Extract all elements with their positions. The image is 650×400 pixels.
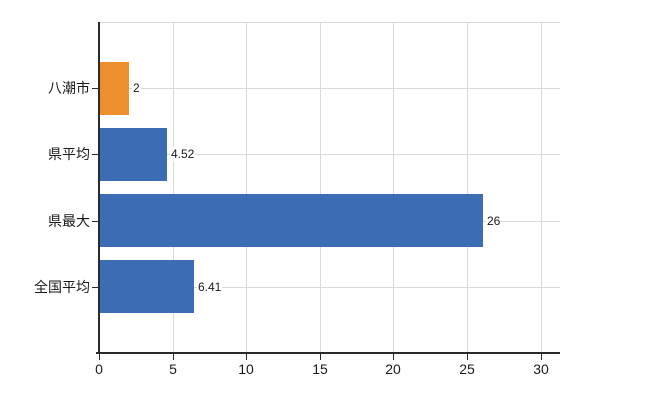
x-axis-tick-mark [393, 354, 394, 360]
plot-area: 2 4.52 26 6.41 [98, 22, 560, 353]
bar [100, 128, 167, 181]
bar-value-label: 2 [132, 81, 141, 95]
x-axis-tick-label: 15 [312, 361, 328, 377]
gridline-horizontal [99, 154, 560, 155]
bar-value-label: 4.52 [170, 147, 196, 161]
bar [100, 260, 194, 313]
bar [100, 62, 129, 115]
x-axis-tick-mark [246, 354, 247, 360]
gridline-vertical [246, 22, 247, 353]
x-axis-tick-label: 10 [238, 361, 254, 377]
category-tick-mark [92, 154, 99, 155]
category-tick-mark [92, 88, 99, 89]
x-axis-tick-label: 30 [533, 361, 549, 377]
category-label: 県最大 [48, 213, 90, 229]
gridline-vertical [320, 22, 321, 353]
y-axis-line [98, 22, 100, 353]
category-label: 八潮市 [48, 80, 90, 96]
x-axis-tick-mark [99, 354, 100, 360]
gridline-vertical [393, 22, 394, 353]
x-axis-tick-mark [541, 354, 542, 360]
x-axis-tick-mark [320, 354, 321, 360]
gridline-vertical [173, 22, 174, 353]
gridline-horizontal [99, 287, 560, 288]
category-tick-mark [92, 221, 99, 222]
bar-value-label: 6.41 [197, 280, 223, 294]
bar [100, 194, 483, 247]
x-axis-line [96, 352, 560, 354]
x-axis-tick-label: 0 [95, 361, 103, 377]
gridline-horizontal [99, 88, 560, 89]
plot-top-border [99, 22, 560, 23]
gridline-vertical [541, 22, 542, 353]
x-axis-tick-label: 25 [459, 361, 475, 377]
x-axis-tick-mark [467, 354, 468, 360]
x-axis-tick-label: 5 [169, 361, 177, 377]
x-axis-tick-mark [173, 354, 174, 360]
bar-value-label: 26 [486, 214, 502, 228]
gridline-vertical [467, 22, 468, 353]
category-label: 県平均 [48, 146, 90, 162]
category-tick-mark [92, 287, 99, 288]
category-label: 全国平均 [34, 279, 90, 295]
x-axis-tick-label: 20 [385, 361, 401, 377]
